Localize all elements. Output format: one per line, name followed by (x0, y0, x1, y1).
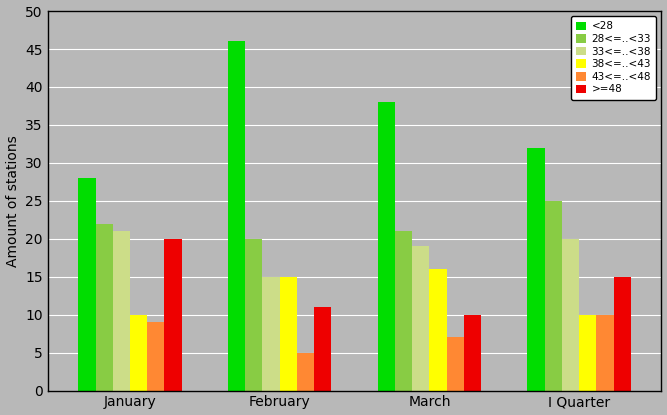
Bar (262, 277, 279, 391)
Bar (614, 277, 631, 391)
Bar (297, 353, 314, 391)
Legend: <28, 28<=..<33, 33<=..<38, 38<=..<43, 43<=..<48, >=48: <28, 28<=..<33, 33<=..<38, 38<=..<43, 43… (571, 16, 656, 100)
Bar (147, 322, 164, 391)
Y-axis label: Amount of stations: Amount of stations (5, 135, 19, 267)
Bar (130, 315, 147, 391)
Bar (447, 337, 464, 391)
Bar (528, 148, 545, 391)
Bar (228, 42, 245, 391)
Bar (430, 269, 447, 391)
Bar (596, 315, 614, 391)
Bar (113, 231, 130, 391)
Bar (579, 315, 596, 391)
Bar (279, 277, 297, 391)
Bar (314, 307, 331, 391)
Bar (395, 231, 412, 391)
Bar (545, 201, 562, 391)
Bar (412, 247, 430, 391)
Bar (378, 102, 395, 391)
Bar (95, 224, 113, 391)
Bar (245, 239, 262, 391)
Bar (78, 178, 95, 391)
Bar (164, 239, 181, 391)
Bar (562, 239, 579, 391)
Bar (464, 315, 481, 391)
